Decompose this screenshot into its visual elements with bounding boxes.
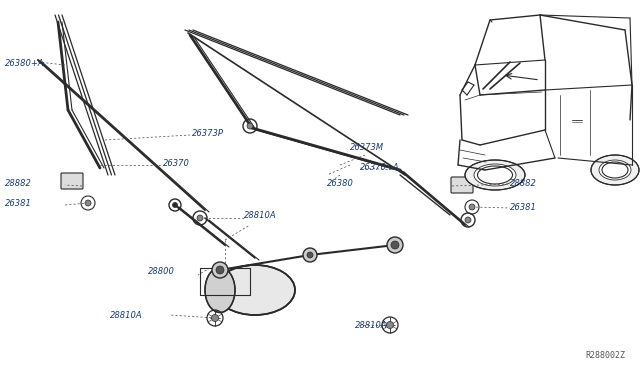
Ellipse shape: [474, 164, 516, 186]
Ellipse shape: [599, 160, 631, 180]
Circle shape: [216, 266, 224, 274]
Ellipse shape: [205, 267, 235, 312]
Text: 28882: 28882: [510, 180, 537, 189]
Circle shape: [307, 252, 313, 258]
Text: 26373M: 26373M: [350, 144, 384, 153]
Circle shape: [85, 200, 91, 206]
Text: 28810A: 28810A: [355, 321, 388, 330]
Text: 26373P: 26373P: [192, 128, 224, 138]
Text: 26380: 26380: [327, 179, 354, 187]
Circle shape: [211, 314, 218, 321]
FancyBboxPatch shape: [451, 177, 473, 193]
Circle shape: [465, 217, 471, 223]
Circle shape: [197, 215, 203, 221]
Text: 28882: 28882: [5, 180, 32, 189]
Ellipse shape: [591, 155, 639, 185]
Text: 28810A: 28810A: [110, 311, 143, 320]
Circle shape: [387, 321, 394, 328]
Ellipse shape: [465, 160, 525, 190]
Text: 28800: 28800: [148, 267, 175, 276]
Text: 26381: 26381: [5, 199, 32, 208]
Text: 28810A: 28810A: [244, 212, 276, 221]
Circle shape: [173, 202, 177, 208]
Circle shape: [469, 204, 475, 210]
Ellipse shape: [215, 265, 295, 315]
Circle shape: [391, 241, 399, 249]
FancyBboxPatch shape: [61, 173, 83, 189]
Circle shape: [303, 248, 317, 262]
Circle shape: [387, 237, 403, 253]
Text: R288002Z: R288002Z: [585, 351, 625, 360]
Text: 26370+A: 26370+A: [360, 164, 399, 173]
Text: 26380+A: 26380+A: [5, 58, 45, 67]
Circle shape: [212, 262, 228, 278]
Text: 26381: 26381: [510, 203, 537, 212]
Text: 26370: 26370: [163, 158, 190, 167]
Circle shape: [247, 123, 253, 129]
